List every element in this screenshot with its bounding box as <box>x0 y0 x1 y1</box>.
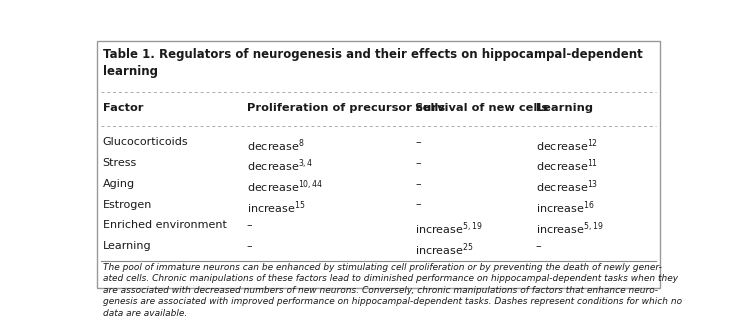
Text: Stress: Stress <box>103 158 137 168</box>
Text: decrease$^{\mathregular{13}}$: decrease$^{\mathregular{13}}$ <box>536 179 598 195</box>
Text: increase$^{\mathregular{5,19}}$: increase$^{\mathregular{5,19}}$ <box>415 220 483 237</box>
Text: decrease$^{\mathregular{10,44}}$: decrease$^{\mathregular{10,44}}$ <box>246 179 323 195</box>
Text: –: – <box>246 241 252 251</box>
Text: decrease$^{\mathregular{3,4}}$: decrease$^{\mathregular{3,4}}$ <box>246 158 313 174</box>
Text: –: – <box>536 241 541 251</box>
Text: Learning: Learning <box>103 241 151 251</box>
Text: increase$^{\mathregular{25}}$: increase$^{\mathregular{25}}$ <box>415 241 474 258</box>
Text: increase$^{\mathregular{15}}$: increase$^{\mathregular{15}}$ <box>246 200 305 216</box>
Text: Aging: Aging <box>103 179 134 189</box>
Text: –: – <box>415 158 421 168</box>
Text: The pool of immature neurons can be enhanced by stimulating cell proliferation o: The pool of immature neurons can be enha… <box>103 263 682 318</box>
Text: decrease$^{\mathregular{11}}$: decrease$^{\mathregular{11}}$ <box>536 158 598 174</box>
Text: Enriched environment: Enriched environment <box>103 220 227 230</box>
Text: Survival of new cells: Survival of new cells <box>415 103 548 113</box>
Text: Learning: Learning <box>536 103 593 113</box>
Text: decrease$^{\mathregular{8}}$: decrease$^{\mathregular{8}}$ <box>246 137 304 154</box>
Text: –: – <box>246 220 252 230</box>
Text: increase$^{\mathregular{16}}$: increase$^{\mathregular{16}}$ <box>536 200 594 216</box>
Text: –: – <box>415 179 421 189</box>
Text: –: – <box>415 200 421 210</box>
FancyBboxPatch shape <box>97 41 660 288</box>
Text: Glucocorticoids: Glucocorticoids <box>103 137 188 147</box>
Text: Table 1. Regulators of neurogenesis and their effects on hippocampal-dependent: Table 1. Regulators of neurogenesis and … <box>103 48 642 61</box>
Text: Estrogen: Estrogen <box>103 200 152 210</box>
Text: Proliferation of precursor cells: Proliferation of precursor cells <box>246 103 445 113</box>
Text: decrease$^{\mathregular{12}}$: decrease$^{\mathregular{12}}$ <box>536 137 598 154</box>
Text: Factor: Factor <box>103 103 143 113</box>
Text: increase$^{\mathregular{5,19}}$: increase$^{\mathregular{5,19}}$ <box>536 220 603 237</box>
Text: learning: learning <box>103 66 157 79</box>
Text: –: – <box>415 137 421 147</box>
